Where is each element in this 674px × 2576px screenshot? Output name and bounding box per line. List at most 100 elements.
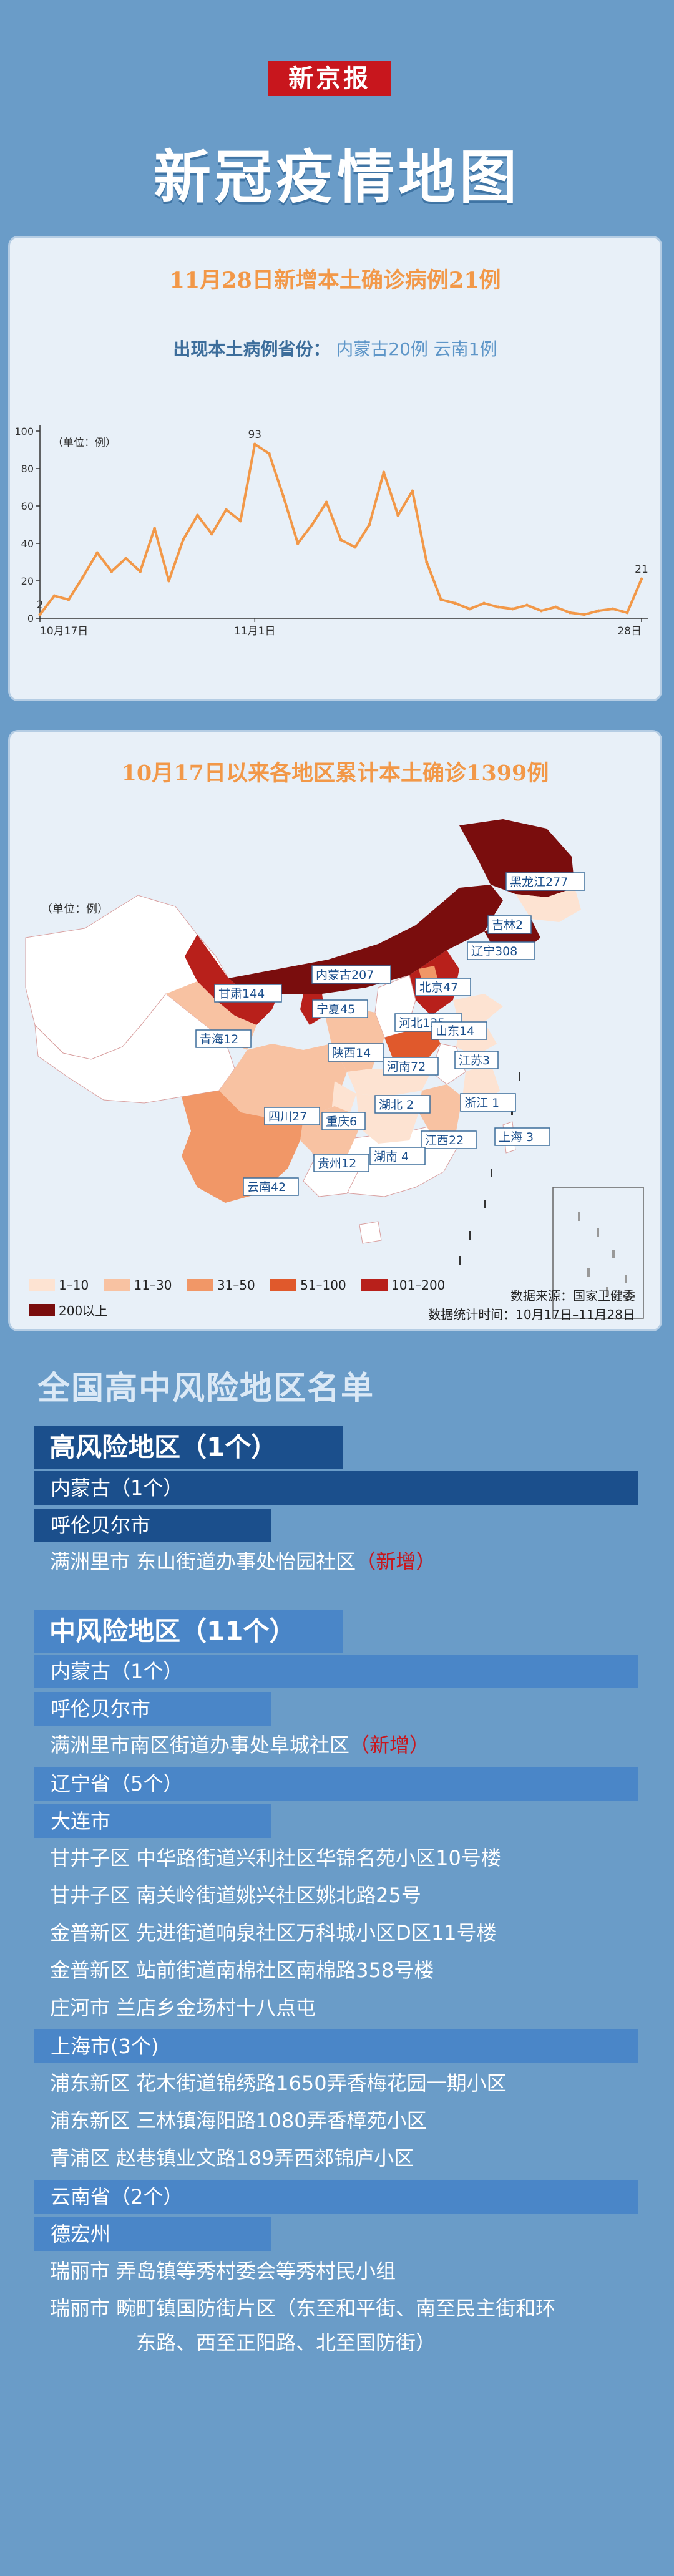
mid-risk-province-nm: 内蒙古（1个）: [34, 1655, 638, 1688]
mid-risk-province-yn: 云南省（2个）: [34, 2180, 638, 2214]
map-label: 湖南 4: [369, 1147, 426, 1165]
map-chongqing: [331, 1081, 356, 1112]
card2-title: 10月17日以来各地区累计本土确诊1399例: [121, 761, 549, 786]
mid-risk-city-nm: 呼伦贝尔市: [34, 1692, 271, 1726]
mid-risk-item-ln: 金普新区 站前街道南棉社区南棉路358号楼: [50, 1958, 434, 1982]
map-label: 黑龙江277: [506, 872, 585, 891]
high-risk-item: 满洲里市 东山街道办事处怡园社区（新增）: [50, 1550, 436, 1573]
data-point: [296, 542, 300, 545]
map-label: 辽宁308: [467, 941, 535, 960]
series-line: [39, 443, 643, 616]
data-point: [496, 605, 500, 609]
data-point: [411, 489, 414, 493]
data-point: [482, 601, 486, 605]
data-point: [568, 611, 572, 615]
data-point: [310, 523, 314, 527]
daily-cases-line-chart: 0 20 40 60 80 100 （单位：例） 10月17日 11月1日 28日 2 93 21: [14, 425, 648, 638]
y-tick-label: 100: [14, 425, 34, 437]
data-point: [153, 527, 157, 530]
mid-risk-item-yn: 瑞丽市 弄岛镇等秀村委会等秀村民小组: [50, 2259, 396, 2283]
map-jilin: [515, 888, 581, 922]
map-label-text: 辽宁308: [471, 945, 517, 958]
data-point: [167, 579, 171, 583]
map-label-text: 甘肃144: [218, 987, 265, 1001]
data-point: [38, 613, 42, 616]
legend-swatch-1: [104, 1279, 130, 1291]
mid-risk-item-ln: 甘井子区 南关岭街道姚兴社区姚北路25号: [50, 1883, 421, 1907]
mid-risk-item-sh: 青浦区 赵巷镇业文路189弄西郊锦庐小区: [50, 2146, 414, 2170]
data-point: [52, 594, 56, 598]
map-label-text: 贵州12: [318, 1157, 356, 1170]
map-label: 山东14: [431, 1021, 487, 1040]
data-point: [611, 607, 615, 611]
map-label: 贵州12: [313, 1154, 369, 1172]
data-point: [525, 603, 529, 607]
map-label-text: 吉林2: [492, 918, 523, 932]
data-point: [124, 557, 128, 560]
data-point: [67, 598, 71, 601]
data-label: 2: [37, 599, 44, 611]
data-point: [539, 609, 543, 613]
legend-label: 1–10: [59, 1278, 89, 1293]
data-period: 数据统计时间：10月17日–11月28日: [428, 1307, 635, 1322]
map-label-text: 湖南 4: [374, 1150, 409, 1164]
data-source: 数据来源：国家卫健委: [510, 1288, 635, 1303]
data-point: [110, 570, 114, 573]
map-land-tibet: [34, 993, 235, 1104]
y-tick-label: 0: [27, 613, 34, 625]
data-point: [454, 601, 457, 605]
new-tag: （新增）: [349, 1733, 430, 1757]
high-risk-header: 高风险地区（1个）: [34, 1426, 343, 1469]
data-point: [640, 577, 643, 581]
map-label-text: 湖北 2: [379, 1098, 414, 1112]
data-point: [182, 538, 185, 542]
mid-risk-province-ln: 辽宁省（5个）: [34, 1767, 638, 1801]
legend-item: 1–10: [29, 1278, 89, 1293]
map-label-text: 江苏3: [459, 1054, 490, 1067]
map-label-text: 黑龙江277: [510, 875, 568, 889]
legend-item: 11–30: [104, 1278, 172, 1293]
brand-logo: 新京报: [268, 61, 391, 96]
map-label-text: 北京47: [419, 981, 458, 994]
map-label: 浙江 1: [460, 1093, 516, 1112]
map-legend: 1–10 11–30 31–50 51–100 101–200 200以上: [29, 1278, 456, 1320]
data-point: [396, 513, 400, 517]
mid-risk-province-sh: 上海市(3个): [34, 2029, 638, 2063]
legend-swatch-4: [361, 1279, 388, 1291]
map-shandong: [453, 994, 503, 1025]
map-sichuan: [219, 1044, 347, 1119]
legend-label: 200以上: [59, 1303, 108, 1318]
legend-label: 31–50: [217, 1278, 255, 1293]
data-point: [224, 508, 228, 512]
mid-risk-item-yn-cont: 东路、西至正阳路、北至国防街）: [136, 2331, 436, 2355]
mid-risk-city-yn: 德宏州: [34, 2217, 271, 2251]
map-label-text: 四川27: [268, 1110, 307, 1124]
x-tick-label: 11月1日: [234, 625, 275, 638]
mid-risk-item-ln: 庄河市 兰店乡金场村十八点屯: [50, 1996, 316, 2019]
data-point: [582, 613, 586, 616]
data-point: [281, 495, 285, 498]
mid-risk-item-sh: 浦东新区 花木街道锦绣路1650弄香梅花园一期小区: [50, 2071, 507, 2095]
legend-label: 51–100: [300, 1278, 346, 1293]
data-point: [210, 532, 213, 536]
legend-item: 51–100: [270, 1278, 346, 1293]
page-title: 新冠疫情地图: [153, 143, 520, 211]
data-point: [468, 607, 472, 611]
map-label-text: 江西22: [425, 1134, 464, 1147]
data-point: [195, 513, 199, 517]
data-point: [238, 519, 242, 523]
legend-item: 31–50: [187, 1278, 255, 1293]
mid-risk-item-ln: 金普新区 先进街道响泉社区万科城小区D区11号楼: [50, 1921, 497, 1945]
data-point: [253, 442, 256, 446]
cumulative-map-card: 10月17日以来各地区累计本土确诊1399例 （单位：例）: [8, 730, 662, 1331]
high-risk-province: 内蒙古（1个）: [34, 1471, 638, 1505]
map-label: 陕西14: [328, 1043, 384, 1062]
map-inset-islands: [578, 1212, 627, 1296]
map-label-text: 宁夏45: [316, 1003, 355, 1016]
legend-label: 11–30: [134, 1278, 172, 1293]
data-point: [339, 538, 343, 542]
data-point: [439, 598, 443, 601]
map-label: 吉林2: [487, 915, 532, 934]
y-tick-label: 20: [21, 575, 34, 587]
data-point: [510, 607, 514, 611]
